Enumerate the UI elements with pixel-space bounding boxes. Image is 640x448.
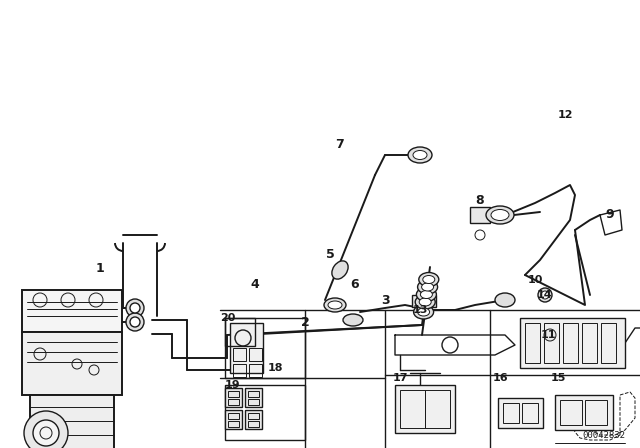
Text: 3: 3 [381, 293, 389, 306]
Bar [225, 318, 255, 346]
Text: 5: 5 [326, 249, 334, 262]
Bar [245, 388, 262, 407]
Text: 14: 14 [537, 290, 553, 300]
Text: 17: 17 [392, 373, 408, 383]
Text: 16: 16 [492, 373, 508, 383]
Circle shape [24, 411, 68, 448]
Ellipse shape [419, 272, 439, 287]
Text: 11: 11 [540, 330, 556, 340]
Text: 2: 2 [301, 315, 309, 328]
Text: 19: 19 [224, 380, 240, 390]
Bar [555, 395, 613, 430]
Bar [30, 395, 114, 448]
Circle shape [130, 317, 140, 327]
Bar [233, 364, 246, 377]
Bar [225, 385, 305, 440]
Bar [525, 323, 540, 363]
Bar [248, 413, 259, 419]
Ellipse shape [418, 308, 429, 316]
Ellipse shape [413, 151, 427, 159]
Ellipse shape [420, 290, 433, 298]
Bar [230, 323, 263, 373]
Circle shape [541, 291, 549, 299]
Bar [249, 348, 262, 361]
Text: 18: 18 [268, 363, 283, 373]
Bar [228, 421, 239, 427]
Ellipse shape [332, 261, 348, 279]
Ellipse shape [324, 298, 346, 312]
Bar [248, 391, 259, 397]
Text: 9: 9 [605, 208, 614, 221]
Bar [563, 323, 578, 363]
Text: 20: 20 [220, 313, 236, 323]
Ellipse shape [491, 210, 509, 220]
Bar [248, 399, 259, 405]
Ellipse shape [415, 295, 435, 309]
Text: 4: 4 [251, 279, 259, 292]
Text: 7: 7 [335, 138, 344, 151]
Bar [400, 390, 425, 428]
Ellipse shape [413, 305, 434, 319]
Circle shape [33, 420, 59, 446]
Bar [498, 398, 543, 428]
Bar [470, 207, 490, 223]
Ellipse shape [343, 314, 363, 326]
Circle shape [126, 299, 144, 317]
Circle shape [126, 313, 144, 331]
Ellipse shape [422, 283, 434, 291]
Bar [585, 400, 607, 425]
Bar [225, 388, 242, 407]
Text: 6: 6 [351, 279, 359, 292]
Text: 12: 12 [557, 110, 573, 120]
Text: 00042832: 00042832 [582, 431, 625, 440]
Circle shape [538, 288, 552, 302]
Bar [233, 348, 246, 361]
Bar [544, 323, 559, 363]
Bar [582, 323, 597, 363]
Bar [425, 390, 450, 428]
Ellipse shape [418, 280, 438, 294]
Text: 15: 15 [550, 373, 566, 383]
Bar [22, 290, 122, 332]
Bar [225, 410, 242, 429]
Bar [225, 318, 305, 378]
Text: 10: 10 [527, 275, 543, 285]
Text: 1: 1 [95, 262, 104, 275]
Ellipse shape [423, 276, 435, 284]
Bar [395, 385, 455, 433]
Ellipse shape [417, 288, 436, 302]
Bar [248, 421, 259, 427]
Bar [228, 413, 239, 419]
Bar [503, 403, 519, 423]
Bar [228, 391, 239, 397]
Circle shape [544, 329, 556, 341]
Bar [522, 403, 538, 423]
Bar [228, 399, 239, 405]
Ellipse shape [419, 298, 431, 306]
Text: 8: 8 [476, 194, 484, 207]
Bar [22, 332, 122, 395]
Bar [249, 364, 262, 377]
Ellipse shape [495, 293, 515, 307]
Ellipse shape [408, 147, 432, 163]
Bar [245, 410, 262, 429]
Bar [560, 400, 582, 425]
Circle shape [130, 303, 140, 313]
Bar [601, 323, 616, 363]
Bar [520, 318, 625, 368]
Bar [412, 295, 436, 307]
Ellipse shape [328, 301, 342, 309]
Ellipse shape [486, 206, 514, 224]
Text: 13: 13 [412, 305, 428, 315]
